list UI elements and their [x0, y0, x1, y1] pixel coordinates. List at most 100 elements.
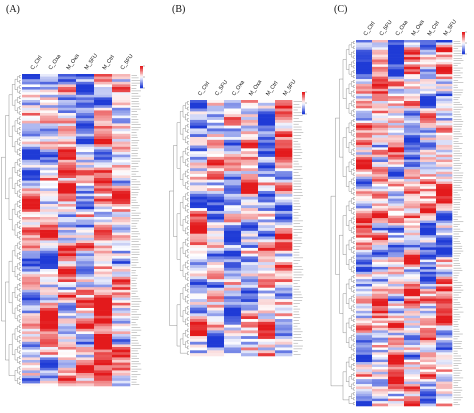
- heatmap-cell: [112, 180, 131, 184]
- heatmap-cell: [275, 284, 293, 289]
- heatmap-cell: [388, 393, 405, 397]
- heatmap-cell: [58, 126, 77, 129]
- heatmap-cell: [76, 113, 95, 116]
- heatmap-cell: [76, 373, 95, 376]
- heatmap-cell: [275, 293, 293, 297]
- heatmap-cell: [372, 269, 389, 273]
- heatmap-cell: [58, 209, 77, 213]
- heatmap-cell: [207, 134, 225, 138]
- heatmap-cell: [436, 125, 453, 129]
- heatmap-cell: [76, 193, 95, 197]
- row-labels: [453, 40, 464, 406]
- heatmap-cell: [436, 288, 453, 292]
- dendrogram-branch: [353, 392, 355, 396]
- heatmap-cell: [258, 205, 276, 209]
- heatmap-cell: [258, 193, 276, 198]
- legend-swatch: [462, 50, 465, 53]
- heatmap-cell: [112, 89, 131, 93]
- dendrogram-branch: [353, 275, 355, 279]
- heatmap-cell: [275, 287, 293, 291]
- column-label: M_Ctrl: [102, 54, 116, 71]
- heatmap-cell: [356, 52, 373, 55]
- heatmap-cell: [224, 213, 242, 217]
- heatmap-cell: [224, 176, 242, 180]
- heatmap-cell: [94, 128, 113, 132]
- dendrogram-branch: [353, 246, 355, 249]
- heatmap-cell: [420, 174, 437, 177]
- heatmap-cell: [224, 327, 242, 331]
- heatmap-cell: [388, 286, 405, 290]
- heatmap-cell: [58, 365, 77, 369]
- heatmap-cell: [224, 333, 242, 337]
- heatmap-cell: [372, 320, 389, 324]
- heatmap-cell: [76, 165, 95, 168]
- dendrogram-branch: [17, 274, 20, 280]
- heatmap-cell: [224, 273, 242, 277]
- heatmap-cell: [58, 248, 77, 252]
- dendrogram-branch: [19, 179, 21, 183]
- heatmap-cell: [58, 79, 77, 83]
- heatmap-cell: [22, 139, 41, 142]
- heatmap-cell: [112, 310, 131, 314]
- heatmap-cell: [372, 388, 389, 392]
- heatmap-cell: [258, 233, 276, 237]
- dendrogram-branch: [351, 81, 354, 87]
- heatmap-cell: [112, 256, 131, 259]
- dendrogram-branch: [182, 219, 186, 232]
- heatmap-cell: [40, 188, 59, 192]
- heatmap-cell: [420, 354, 437, 358]
- heatmap-cell: [436, 262, 453, 265]
- heatmap-cell: [356, 47, 373, 51]
- heatmap-cell: [388, 371, 405, 375]
- heatmap-cell: [40, 224, 59, 228]
- heatmap-cell: [22, 162, 41, 166]
- heatmap-cell: [40, 263, 59, 267]
- heatmap-cell: [420, 388, 437, 392]
- dendrogram-branch: [19, 293, 21, 297]
- dendrogram-branch: [19, 319, 21, 323]
- heatmap-cell: [241, 270, 259, 274]
- heatmap-cell: [420, 227, 437, 231]
- heatmap-cell: [372, 293, 389, 297]
- heatmap-cell: [241, 199, 259, 203]
- heatmap-cell: [356, 79, 373, 82]
- heatmap-cell: [241, 321, 259, 326]
- heatmap-cell: [372, 247, 389, 251]
- heatmap-cell: [22, 248, 41, 252]
- heatmap-cell: [404, 269, 421, 273]
- heatmap-cell: [22, 339, 41, 343]
- heatmap-cell: [436, 381, 453, 385]
- heatmap-cell: [420, 42, 437, 46]
- dendrogram-branch: [351, 266, 354, 272]
- heatmap-cell: [275, 142, 293, 146]
- heatmap-cell: [76, 297, 95, 301]
- heatmap-cell: [372, 74, 389, 77]
- heatmap-cell: [436, 313, 453, 317]
- heatmap-cell: [388, 254, 405, 258]
- heatmap-cell: [207, 282, 225, 286]
- heatmap-cell: [190, 128, 208, 132]
- heatmap-cell: [22, 305, 41, 309]
- dendrogram-branch: [185, 205, 188, 212]
- heatmap-cell: [258, 154, 276, 158]
- heatmap-cell: [356, 142, 373, 146]
- heatmap-cell: [372, 364, 389, 368]
- heatmap-cell: [420, 101, 437, 104]
- heatmap-cell: [22, 308, 41, 311]
- heatmap-cell: [241, 185, 259, 189]
- heatmap-cell: [436, 379, 453, 382]
- dendrogram-branch: [348, 298, 352, 309]
- heatmap-cell: [224, 245, 242, 249]
- heatmap-cell: [420, 225, 437, 229]
- legend-swatch: [302, 107, 305, 110]
- heatmap-cell: [356, 374, 373, 378]
- dendrogram-branch: [14, 99, 18, 111]
- heatmap-cell: [190, 284, 208, 289]
- heatmap-cell: [388, 149, 405, 153]
- heatmap-cell: [190, 179, 208, 183]
- heatmap-cell: [258, 250, 276, 254]
- heatmap-cell: [76, 230, 95, 233]
- heatmap-cell: [94, 157, 113, 161]
- heatmap-cell: [388, 181, 405, 185]
- heatmap-cell: [388, 362, 405, 365]
